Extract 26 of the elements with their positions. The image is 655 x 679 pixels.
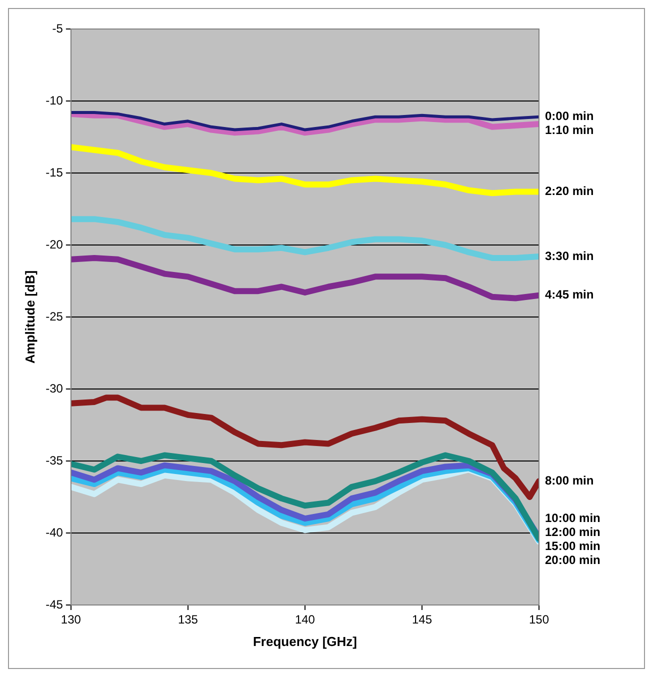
- series-label: 1:10 min: [545, 123, 594, 138]
- y-tick-label: -15: [46, 165, 64, 180]
- y-tick-label: -45: [46, 597, 64, 612]
- x-tick-label: 140: [294, 612, 316, 627]
- y-tick-label: -5: [52, 21, 64, 36]
- series-label: 3:30 min: [545, 248, 594, 263]
- x-axis-title: Frequency [GHz]: [252, 634, 357, 649]
- y-axis-title: Amplitude [dB]: [22, 270, 38, 364]
- y-tick-label: -35: [46, 453, 64, 468]
- x-tick-label: 135: [178, 612, 198, 627]
- series-label: 15:00 min: [545, 538, 600, 553]
- x-tick-label: 150: [528, 612, 550, 627]
- x-tick-label: 145: [412, 612, 432, 627]
- y-tick-label: -25: [46, 309, 64, 324]
- series-label: 20:00 min: [545, 552, 600, 567]
- series-label: 2:20 min: [545, 184, 594, 198]
- y-tick-label: -20: [46, 237, 64, 252]
- x-tick-label: 130: [60, 612, 82, 627]
- series-label: 0:00 min: [545, 109, 594, 124]
- y-tick-label: -40: [46, 525, 64, 540]
- y-tick-label: -30: [46, 381, 64, 396]
- series-label: 8:00 min: [545, 473, 594, 488]
- series-label: 10:00 min: [545, 510, 600, 525]
- y-tick-label: -10: [46, 93, 64, 108]
- series-label: 4:45 min: [545, 288, 594, 302]
- series-label: 12:00 min: [545, 524, 600, 539]
